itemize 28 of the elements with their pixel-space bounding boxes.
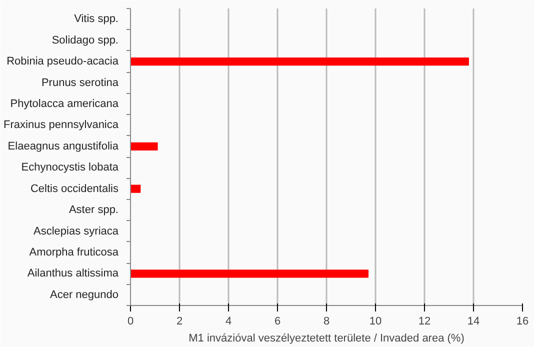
y-tick-label: Fraxinus pennsylvanica [4,119,120,132]
x-tick-label: 10 [369,316,382,328]
x-tick-label: 2 [176,316,183,328]
y-tick-label: Aster spp. [68,204,119,216]
x-tick-label: 8 [323,316,330,328]
bar [130,270,368,278]
y-tick-label: Solidago spp. [52,34,119,46]
y-tick-label: Ailanthus altissima [27,268,120,280]
y-tick-label: Prunus serotina [41,76,120,89]
y-tick-label: Echynocystis lobata [21,162,120,174]
x-tick-label: 0 [127,316,134,328]
x-tick-label: 14 [467,316,480,328]
x-tick-label: 16 [516,316,529,328]
x-tick-label: 12 [418,316,431,328]
y-tick-label: Acer negundo [50,288,118,301]
y-tick-label: Celtis occidentalis [30,182,119,195]
x-tick-label: 6 [274,316,281,328]
x-axis-title: M1 invázióval veszélyeztetett területe / Invaded area (%) [188,332,464,344]
y-tick-label: Elaeagnus angustifolia [8,140,120,152]
y-tick-label: Phytolacca americana [10,98,120,110]
x-tick-label: 4 [225,316,232,328]
y-tick-label: Asclepias syriaca [34,225,120,238]
bar [130,184,141,193]
bar [130,142,158,150]
y-tick-label: Vitis spp. [74,13,119,26]
y-tick-label: Robinia pseudo-acacia [6,56,120,68]
bar [130,57,469,66]
y-tick-label: Amorpha fruticosa [29,246,120,258]
